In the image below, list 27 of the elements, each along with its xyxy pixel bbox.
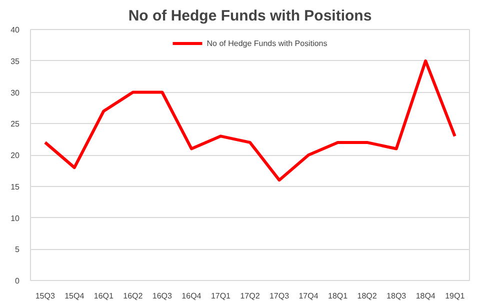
x-tick-label: 17Q1 [210, 292, 232, 300]
y-tick-label: 20 [10, 151, 20, 160]
x-tick-label: 18Q2 [357, 292, 378, 300]
x-tick-label: 17Q3 [269, 292, 290, 300]
x-tick-label: 15Q3 [35, 292, 56, 300]
x-tick-label: 16Q1 [94, 292, 114, 300]
y-tick-label: 40 [10, 26, 20, 34]
x-tick-label: 18Q4 [416, 292, 436, 300]
x-tick-label: 18Q3 [386, 292, 407, 300]
y-tick-label: 5 [15, 245, 20, 254]
y-tick-label: 10 [10, 214, 20, 223]
y-tick-label: 30 [10, 88, 20, 98]
y-tick-label: 0 [15, 276, 20, 286]
x-tick-label: 19Q1 [445, 292, 466, 300]
y-tick-label: 35 [10, 56, 20, 66]
legend-label: No of Hedge Funds with Positions [206, 38, 328, 48]
x-tick-label: 16Q4 [182, 292, 202, 300]
x-tick-label: 15Q4 [64, 292, 85, 300]
x-tick-label: 18Q1 [328, 292, 348, 300]
line-series [44, 59, 456, 182]
y-tick-label: 15 [10, 182, 20, 192]
x-tick-label: 16Q3 [152, 292, 173, 300]
y-tick-label: 25 [10, 120, 20, 129]
x-tick-label: 17Q2 [240, 292, 260, 300]
x-tick-label: 17Q4 [298, 292, 319, 300]
chart-title: No of Hedge Funds with Positions [128, 8, 372, 24]
x-tick-label: 16Q2 [123, 292, 144, 300]
